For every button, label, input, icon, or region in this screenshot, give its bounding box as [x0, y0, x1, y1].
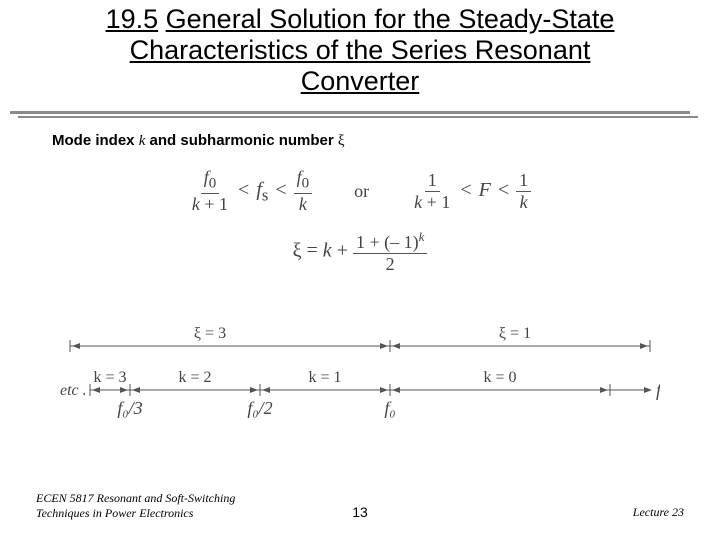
lt1: <: [236, 179, 251, 201]
equation-xi: ξ = k + 1 + (– 1)k 2: [0, 230, 720, 274]
xi-frac: 1 + (– 1)k 2: [353, 230, 427, 274]
den-p1-c: + 1: [427, 192, 451, 212]
svg-text:f₀: f₀: [384, 398, 395, 418]
xi-num-sup: k: [419, 229, 425, 244]
lt4: <: [496, 179, 511, 201]
svg-text:fₛ: fₛ: [656, 380, 660, 400]
section-number: 19.5: [106, 4, 159, 34]
den-k-c: k: [414, 192, 422, 212]
subhead-xi: ξ: [338, 133, 345, 149]
den-p1-a: + 1: [204, 194, 228, 214]
subhead-mid: and subharmonic number: [145, 132, 338, 149]
lt2: <: [273, 179, 288, 201]
svg-text:ξ = 3: ξ = 3: [194, 325, 226, 342]
svg-text:f₀/3: f₀/3: [117, 398, 142, 418]
xi-k: k: [323, 240, 332, 262]
title-line3: Converter: [301, 66, 420, 96]
title-line1-text: General Solution for the Steady-State: [166, 4, 615, 34]
title-line1: 19.5 General Solution for the Steady-Sta…: [106, 4, 615, 34]
svg-text:k = 2: k = 2: [178, 369, 211, 386]
xi-eq: ξ =: [293, 240, 323, 262]
lt3: <: [458, 179, 473, 201]
xi-plus: +: [332, 240, 353, 262]
svg-text:f₀/2: f₀/2: [247, 398, 272, 418]
frac-f0-kp1: f0 k + 1: [189, 168, 231, 214]
footer-left-line1: ECEN 5817 Resonant and Soft-Switching: [36, 491, 235, 505]
ineq-right: 1 k + 1 < F < 1 k: [411, 171, 531, 212]
or-label: or: [354, 181, 369, 202]
subheading: Mode index k and subharmonic number ξ: [52, 132, 720, 150]
svg-text:etc .: etc .: [60, 382, 87, 399]
subhead-prefix: Mode index: [52, 132, 139, 149]
lecture-number: Lecture 23: [633, 505, 684, 520]
divider: [0, 111, 720, 118]
footer: ECEN 5817 Resonant and Soft-Switching Te…: [0, 491, 720, 520]
equation-inequality: f0 k + 1 < fs < f0 k or 1 k + 1 < F < 1 …: [0, 168, 720, 214]
xi-num: 1 + (– 1): [356, 232, 419, 252]
svg-text:k = 0: k = 0: [483, 369, 516, 386]
ineq-left: f0 k + 1 < fs < f0 k: [189, 168, 312, 214]
one-b: 1: [516, 171, 531, 192]
f0b-sub: 0: [302, 176, 310, 192]
footer-left: ECEN 5817 Resonant and Soft-Switching Te…: [36, 491, 235, 520]
den-k-a: k: [192, 194, 200, 214]
title-line2: Characteristics of the Series Resonant: [130, 35, 591, 65]
frac-1-k: 1 k: [516, 171, 531, 212]
divider-line-2: [18, 116, 698, 119]
footer-left-line2: Techniques in Power Electronics: [36, 506, 193, 520]
frac-1-kp1: 1 k + 1: [411, 171, 453, 212]
den-k-b: k: [296, 194, 310, 214]
mode-diagram-svg: ξ = 3 ξ = 1 etc . k = 3 k = 2 k = 1 k = 0 f₀/3 f…: [60, 324, 660, 434]
xi-den: 2: [383, 254, 398, 274]
F: F: [479, 179, 491, 201]
one-a: 1: [425, 171, 440, 192]
den-k-d: k: [517, 192, 531, 212]
slide-title: 19.5 General Solution for the Steady-Sta…: [0, 0, 720, 97]
divider-line-1: [10, 111, 690, 114]
svg-text:k = 1: k = 1: [308, 369, 341, 386]
svg-text:k = 3: k = 3: [93, 369, 126, 386]
frac-f0-k: f0 k: [294, 168, 313, 214]
mode-diagram: ξ = 3 ξ = 1 etc . k = 3 k = 2 k = 1 k = 0 f₀/3 f…: [60, 324, 660, 434]
fs-s: s: [262, 186, 268, 205]
svg-text:ξ = 1: ξ = 1: [499, 325, 531, 342]
slide: 19.5 General Solution for the Steady-Sta…: [0, 0, 720, 540]
f0a-sub: 0: [209, 176, 217, 192]
page-number: 13: [352, 504, 368, 520]
